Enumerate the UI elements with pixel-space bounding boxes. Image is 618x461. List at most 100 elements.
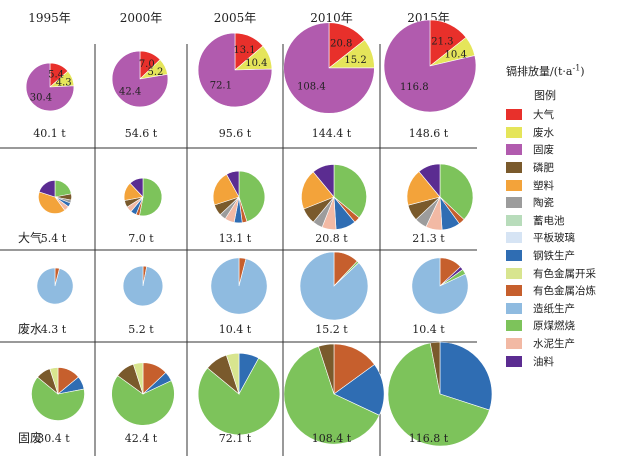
pie-slice (418, 163, 441, 198)
year-header: 1995年 (28, 11, 71, 25)
total-label: 95.6 t (219, 127, 252, 140)
legend-item: 塑料 (506, 176, 616, 194)
pie-slice (283, 345, 380, 445)
legend-swatch (506, 320, 522, 332)
legend-item: 废水 (506, 124, 616, 142)
legend-label: 有色金属开采 (533, 267, 596, 280)
legend-label: 塑料 (533, 179, 554, 192)
slice-label: 4.3 (56, 77, 72, 88)
pie-slice (36, 267, 74, 305)
legend-swatch (506, 355, 522, 367)
pie-slice (38, 180, 56, 198)
legend-swatch (506, 197, 522, 209)
pie-slice (439, 341, 493, 411)
legend-label: 原煤燃烧 (533, 320, 575, 333)
total-label: 5.2 t (128, 323, 154, 336)
legend-label: 固废 (533, 144, 554, 157)
row-label: 固废 (18, 430, 42, 445)
year-header: 2000年 (120, 11, 163, 25)
legend-item: 钢铁生产 (506, 247, 616, 265)
pie-slice (122, 265, 164, 307)
pie-slice (111, 50, 169, 108)
pie-slice (139, 177, 163, 217)
legend-item: 磷肥 (506, 159, 616, 177)
slice-label: 30.4 (30, 93, 52, 104)
total-label: 5.4 t (41, 232, 67, 245)
legend-item: 造纸生产 (506, 300, 616, 318)
total-label: 20.8 t (315, 232, 348, 245)
pie-slice (383, 19, 477, 113)
legend-swatch (506, 214, 522, 226)
legend-item: 油料 (506, 352, 616, 370)
slice-label: 13.1 (233, 45, 255, 56)
year-header: 2010年 (310, 11, 353, 25)
slice-label: 42.4 (119, 87, 141, 98)
legend-item: 固废 (506, 141, 616, 159)
legend-label: 钢铁生产 (533, 250, 575, 263)
total-label: 30.4 t (37, 432, 70, 445)
legend-swatch (506, 162, 522, 174)
total-label: 148.6 t (409, 127, 449, 140)
slice-label: 10.4 (445, 50, 467, 61)
total-label: 144.4 t (312, 127, 352, 140)
legend-item: 平板玻璃 (506, 229, 616, 247)
legend-swatch (506, 250, 522, 262)
total-label: 7.0 t (128, 232, 154, 245)
slice-label: 5.4 (48, 69, 64, 80)
row-label: 大气 (18, 230, 42, 245)
legend-item: 大气 (506, 106, 616, 124)
row-label: 废水 (18, 321, 42, 336)
pie-slice (312, 164, 335, 198)
legend-label: 水泥生产 (533, 338, 575, 351)
legend: 镉排放量/(t·a-1) 图例 大气 废水 固废 磷肥 塑料 陶瓷 蓄电池 平板玻璃 钢铁生产有… (506, 63, 616, 370)
year-header: 2005年 (214, 11, 257, 25)
legend-item: 陶瓷 (506, 194, 616, 212)
legend-label: 油料 (533, 355, 554, 368)
slice-label: 20.8 (330, 39, 352, 50)
slice-label: 10.4 (245, 58, 267, 69)
slice-label: 15.2 (344, 55, 366, 66)
total-label: 21.3 t (412, 232, 445, 245)
pie-slice (212, 173, 240, 206)
legend-swatch (506, 144, 522, 156)
total-label: 10.4 t (412, 323, 445, 336)
total-label: 40.1 t (33, 127, 66, 140)
pie-slice (111, 375, 175, 426)
legend-label: 造纸生产 (533, 302, 575, 315)
total-label: 108.4 t (312, 432, 352, 445)
total-label: 13.1 t (219, 232, 252, 245)
legend-label: 磷肥 (533, 162, 554, 175)
pie-slice (49, 367, 59, 395)
pie-slice (25, 62, 75, 112)
legend-label: 平板玻璃 (533, 232, 575, 245)
legend-swatch (506, 126, 522, 138)
total-label: 4.3 t (41, 323, 67, 336)
pie-slice (318, 343, 335, 395)
legend-swatch (506, 179, 522, 191)
pie-slice (210, 257, 268, 315)
pie-slice (301, 171, 335, 210)
legend-item: 原煤燃烧 (506, 317, 616, 335)
total-label: 116.8 t (409, 432, 449, 445)
legend-swatch (506, 302, 522, 314)
pie-slice (333, 164, 367, 219)
pie-slice (299, 251, 369, 321)
pie-slice (38, 191, 66, 214)
legend-label: 蓄电池 (533, 214, 565, 227)
legend-item: 蓄电池 (506, 212, 616, 230)
slice-label: 72.1 (210, 81, 232, 92)
legend-swatch (506, 267, 522, 279)
total-label: 10.4 t (219, 323, 252, 336)
total-label: 15.2 t (315, 323, 348, 336)
pie-slice (387, 342, 490, 447)
pie-slice (226, 170, 240, 198)
legend-item: 有色金属冶炼 (506, 282, 616, 300)
total-label: 42.4 t (125, 432, 158, 445)
unit-label: 镉排放量/(t·a-1) (506, 63, 585, 78)
pie-slice (132, 362, 144, 395)
legend-swatch (506, 232, 522, 244)
pie-slice (238, 170, 266, 222)
legend-swatch (506, 109, 522, 121)
